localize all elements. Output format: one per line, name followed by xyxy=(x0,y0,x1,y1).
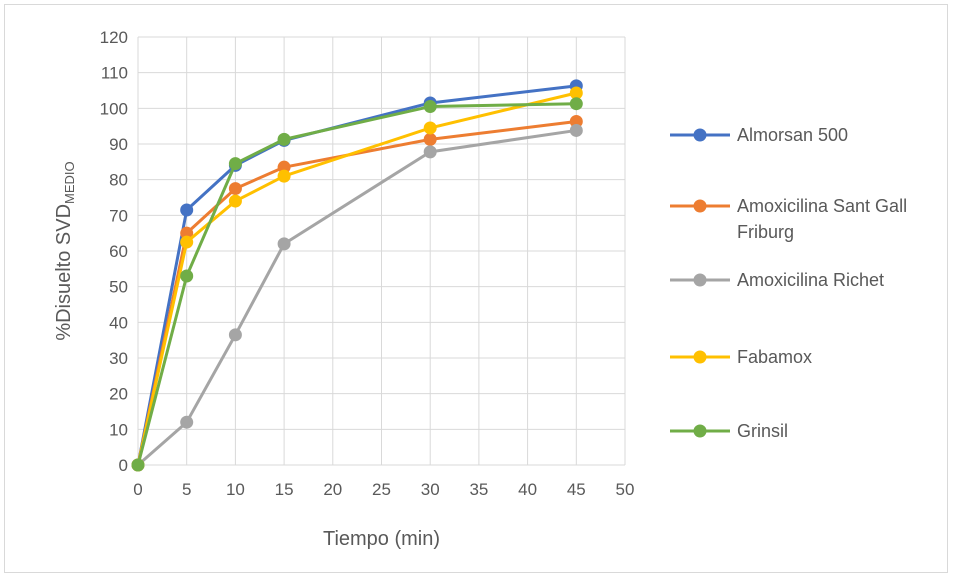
y-tick-label: 80 xyxy=(109,171,128,190)
series-3 xyxy=(131,123,583,472)
y-tick-label: 50 xyxy=(109,278,128,297)
data-point xyxy=(277,132,291,146)
x-tick-label: 20 xyxy=(323,480,342,499)
chart-border xyxy=(4,4,948,573)
legend-label: Friburg xyxy=(737,222,794,242)
data-point xyxy=(423,100,437,114)
series-lines xyxy=(131,79,583,472)
y-axis-title-subscript: MEDIO xyxy=(62,161,77,204)
y-tick-label: 30 xyxy=(109,349,128,368)
legend-marker xyxy=(693,424,707,438)
data-point xyxy=(569,86,583,100)
data-point xyxy=(423,132,437,146)
legend-item: Amoxicilina Sant Gall Friburg xyxy=(670,196,907,242)
y-axis-title: %Disuelto SVDMEDIO xyxy=(53,161,77,340)
y-tick-label: 0 xyxy=(119,456,128,475)
x-tick-label: 40 xyxy=(518,480,537,499)
y-tick-label: 20 xyxy=(109,385,128,404)
y-tick-label: 120 xyxy=(100,28,128,47)
y-tick-label: 40 xyxy=(109,313,128,332)
x-axis-title: Tiempo (min) xyxy=(323,528,440,550)
series-line xyxy=(136,84,577,466)
legend-marker xyxy=(693,128,707,142)
x-tick-label: 30 xyxy=(421,480,440,499)
series-line xyxy=(136,102,577,466)
data-point xyxy=(423,145,437,159)
data-point xyxy=(228,328,242,342)
y-axis-ticks: 0 10 20 30 40 50 60 70 80 90 100 110 120 xyxy=(100,28,128,475)
legend-label: Amoxicilina Sant Gall xyxy=(737,196,907,216)
data-point xyxy=(180,269,194,283)
data-point xyxy=(277,169,291,183)
x-tick-label: 10 xyxy=(226,480,245,499)
y-tick-label: 60 xyxy=(109,242,128,261)
y-tick-label: 10 xyxy=(109,420,128,439)
data-point xyxy=(228,182,242,196)
x-tick-label: 35 xyxy=(469,480,488,499)
legend-item: Amoxicilina Richet xyxy=(670,270,884,290)
data-point xyxy=(569,115,583,129)
legend-label: Amoxicilina Richet xyxy=(737,270,884,290)
data-point xyxy=(228,194,242,208)
gridlines xyxy=(137,36,626,466)
series-2 xyxy=(131,115,583,472)
data-point xyxy=(180,203,194,217)
legend-item: Fabamox xyxy=(670,347,812,367)
data-point xyxy=(569,123,583,137)
data-point xyxy=(277,160,291,174)
legend-label: Fabamox xyxy=(737,347,812,367)
x-tick-label: 50 xyxy=(616,480,635,499)
data-point xyxy=(180,226,194,240)
x-axis-ticks: 0 5 10 15 20 25 30 35 40 45 50 xyxy=(133,480,634,499)
legend-item: Grinsil xyxy=(670,421,788,441)
legend-item: Almorsan 500 xyxy=(670,125,848,145)
legend: Almorsan 500 Amoxicilina Sant Gall Friburg… xyxy=(670,125,907,441)
y-tick-label: 100 xyxy=(100,99,128,118)
data-point xyxy=(131,458,145,472)
data-point xyxy=(277,237,291,251)
data-point xyxy=(423,121,437,135)
x-tick-label: 25 xyxy=(372,480,391,499)
data-point xyxy=(180,235,194,249)
legend-label: Grinsil xyxy=(737,421,788,441)
legend-label: Almorsan 500 xyxy=(737,125,848,145)
y-axis-title-main: %Disuelto SVD xyxy=(53,204,75,341)
legend-marker xyxy=(693,350,707,364)
data-point xyxy=(180,415,194,429)
x-tick-label: 0 xyxy=(133,480,142,499)
series-line xyxy=(137,128,577,467)
y-tick-label: 90 xyxy=(109,135,128,154)
series-line xyxy=(136,120,577,466)
data-point xyxy=(569,97,583,111)
series-5 xyxy=(131,97,583,472)
data-point xyxy=(228,157,242,171)
y-tick-label: 70 xyxy=(109,206,128,225)
y-tick-label: 110 xyxy=(101,64,128,83)
x-tick-label: 5 xyxy=(182,480,191,499)
x-tick-label: 45 xyxy=(567,480,586,499)
series-line xyxy=(136,91,577,466)
legend-marker xyxy=(693,199,707,213)
legend-marker xyxy=(693,273,707,287)
x-tick-label: 15 xyxy=(275,480,294,499)
